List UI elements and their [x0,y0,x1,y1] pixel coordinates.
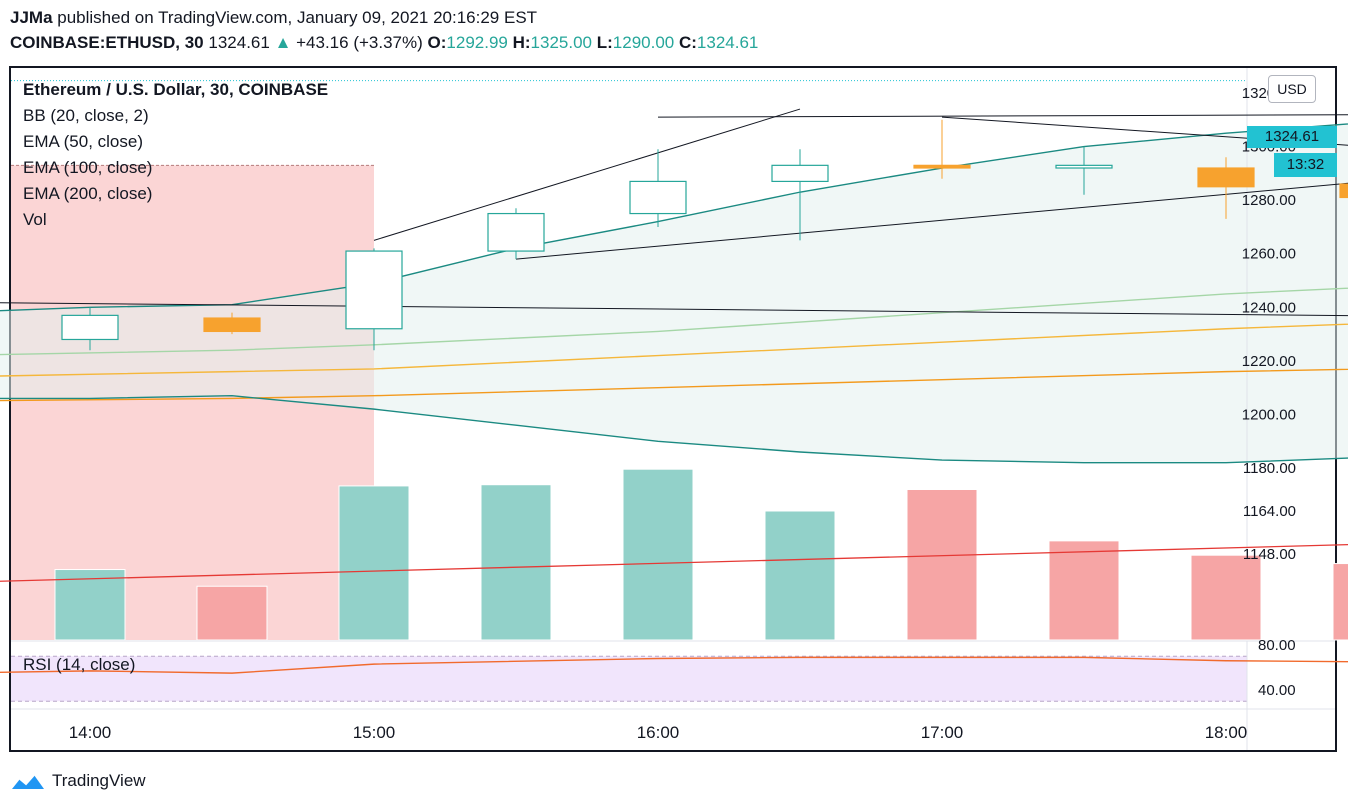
price-tick-label: 1180.00 [1243,460,1296,477]
candle-body [1197,167,1255,188]
cloud-logo-icon [12,774,44,789]
rsi-band [11,656,1247,702]
candle[interactable] [913,119,971,179]
legend-title: Ethereum / U.S. Dollar, 30, COINBASE [23,80,329,99]
price-tick-label: 1260.00 [1242,246,1296,263]
rsi-line [0,656,1348,674]
tradingview-logo[interactable]: TradingView [10,770,146,792]
legend-ema100[interactable]: EMA (100, close) [23,158,153,177]
time-tick-label: 17:00 [921,723,964,742]
low-label: L: [596,33,613,52]
price-tick-label: 1148.00 [1243,546,1296,563]
candle[interactable] [1055,146,1113,195]
trendline[interactable] [0,302,1348,323]
high-label: H: [512,33,531,52]
time-tick-label: 15:00 [353,723,396,742]
ema200-line [0,368,1348,402]
volume-bar[interactable] [480,484,552,641]
ema100-line [0,323,1348,377]
volume-bar[interactable] [1332,563,1348,641]
candle[interactable] [203,312,261,335]
price-tick-label: 1220.00 [1242,353,1296,370]
candle-body [345,250,403,330]
brand-name: TradingView [52,771,146,790]
bar-countdown-badge: 13:32 [1274,153,1337,177]
volume-bar[interactable] [1048,540,1120,641]
publish-info: JJMa published on TradingView.com, Janua… [10,8,537,28]
bb-lower-line [0,395,1348,464]
candle[interactable] [487,208,545,260]
time-tick-label: 18:00 [1205,723,1248,742]
candle-body [487,212,545,252]
bb-upper-line [0,123,1348,312]
rsi-tick-label: 40.00 [1258,682,1296,699]
author[interactable]: JJMa [10,8,53,27]
high-value: 1325.00 [530,33,592,52]
open-label: O: [427,33,447,52]
price-tick-label: 1200.00 [1242,406,1296,423]
symbol-label: COINBASE:ETHUSD, 30 [10,33,204,52]
price-tick-label: 1164.00 [1243,503,1296,520]
open-value: 1292.99 [446,33,508,52]
price-tick-label: 1240.00 [1242,299,1296,316]
price-change: +43.16 (+3.37%) [296,33,423,52]
ema50-line [0,287,1348,356]
volume-bar[interactable] [196,585,268,641]
volume-bar[interactable] [906,489,978,641]
legend-bb[interactable]: BB (20, close, 2) [23,106,149,125]
candle-body [629,180,687,215]
legend-ema50[interactable]: EMA (50, close) [23,132,143,151]
legend-rsi[interactable]: RSI (14, close) [23,655,136,674]
last-price-badge: 1324.61 [1247,126,1337,148]
volume-bar[interactable] [622,468,694,641]
close-value: 1324.61 [696,33,759,52]
time-tick-label: 14:00 [69,723,112,742]
volume-bar[interactable] [1190,554,1262,641]
candle[interactable] [345,248,403,351]
price-tick-label: 1280.00 [1242,192,1296,209]
candle[interactable] [1197,157,1255,219]
legend-vol[interactable]: Vol [23,210,47,229]
candle-body [1055,164,1113,169]
candle-body [61,314,119,341]
candle-body [1339,183,1348,199]
candle[interactable] [771,149,829,241]
candle-body [203,317,261,333]
low-value: 1290.00 [612,33,675,52]
last-price: 1324.61 [208,33,270,52]
candle[interactable] [1339,152,1348,203]
published-text: published on TradingView.com, January 09… [52,8,538,27]
time-tick-label: 16:00 [637,723,680,742]
trendline[interactable] [373,108,801,241]
volume-bar[interactable] [54,569,126,641]
candle-body [771,164,829,183]
candle[interactable] [61,307,119,351]
rsi-tick-label: 80.00 [1258,637,1296,654]
candle-body [913,164,971,169]
currency-button[interactable]: USD [1268,75,1316,103]
up-arrow-icon: ▲ [274,33,292,52]
legend-ema200[interactable]: EMA (200, close) [23,184,153,203]
trendline[interactable] [657,112,1348,118]
volume-ma-line [0,543,1348,582]
volume-bar[interactable] [764,510,836,641]
ohlc-header: COINBASE:ETHUSD, 30 1324.61 ▲ +43.16 (+3… [10,33,758,53]
close-label: C: [678,33,697,52]
candle[interactable] [629,149,687,227]
volume-bar[interactable] [338,485,410,641]
